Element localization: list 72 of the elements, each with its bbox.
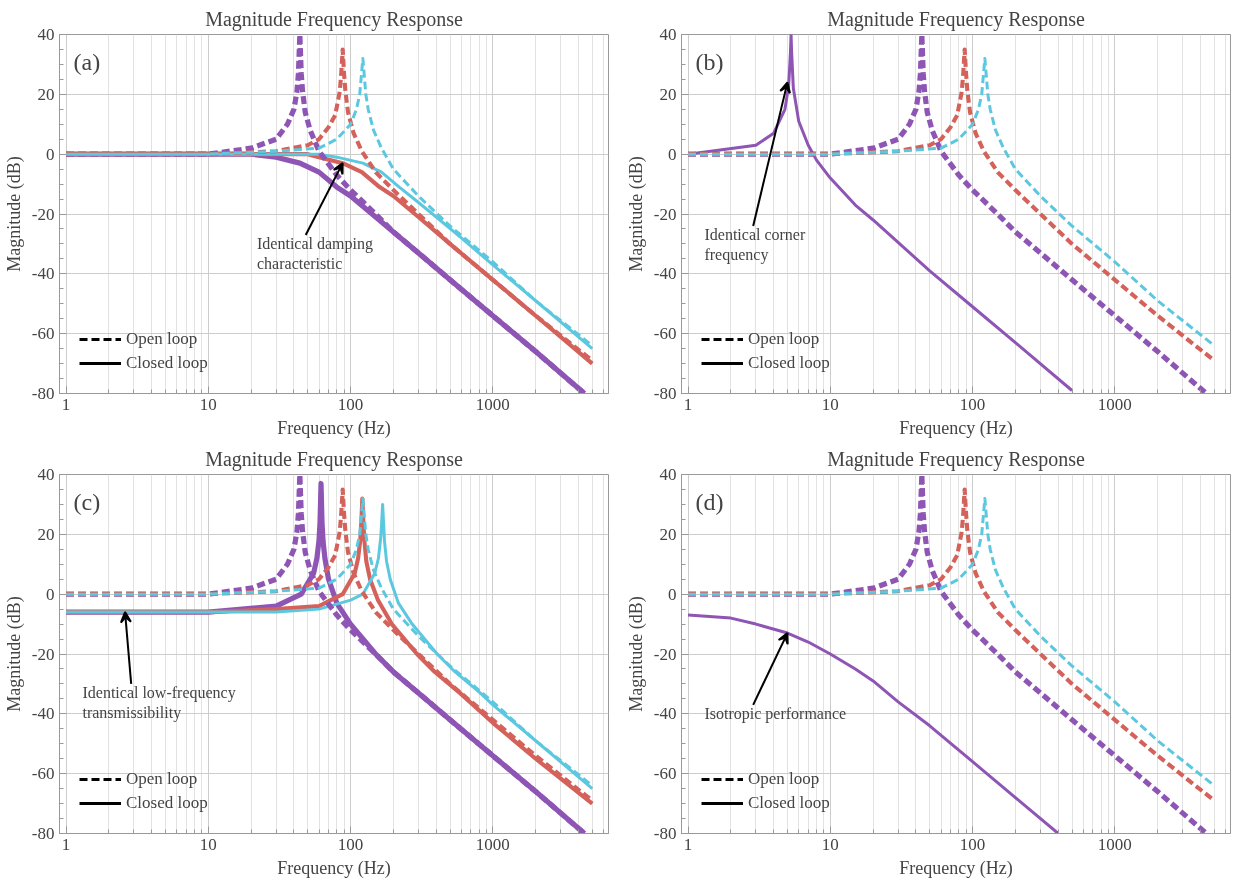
- legend-label: Closed loop: [126, 353, 208, 373]
- y-tick-label: -80: [31, 384, 55, 403]
- annotation: (a): [73, 48, 101, 75]
- y-tick-label: 20: [659, 524, 677, 544]
- annotation: Identical damping characteristic: [257, 234, 373, 273]
- y-tick-label: -40: [653, 704, 677, 724]
- annotation: (d): [695, 488, 724, 515]
- y-tick-label: 0: [668, 144, 677, 164]
- chart-title: Magnitude Frequency Response: [205, 7, 463, 31]
- x-axis-title: Frequency (Hz): [899, 417, 1013, 439]
- x-tick-label: 100: [959, 394, 986, 414]
- x-tick-label: 10: [199, 394, 217, 414]
- annotation: Identical low-frequency transmissibility: [82, 683, 236, 723]
- x-tick-label: 1: [61, 394, 71, 414]
- y-tick-label: 20: [37, 84, 55, 104]
- y-tick-label: -20: [31, 644, 55, 664]
- x-tick-label: 100: [337, 834, 364, 854]
- x-tick-label: 100: [337, 394, 364, 414]
- y-tick-label: 40: [659, 25, 677, 44]
- y-tick-label: 40: [37, 25, 55, 44]
- y-axis-title: Magnitude (dB): [625, 156, 647, 272]
- chart-title: Magnitude Frequency Response: [827, 447, 1085, 471]
- y-tick-label: 0: [46, 144, 55, 164]
- y-tick-label: -40: [31, 704, 55, 724]
- y-tick-label: -80: [653, 384, 677, 403]
- x-tick-label: 10: [199, 834, 217, 854]
- annotation: Isotropic performance: [704, 704, 847, 723]
- y-axis-title: Magnitude (dB): [3, 156, 25, 272]
- x-axis-title: Frequency (Hz): [899, 857, 1013, 879]
- annotation: Identical corner frequency: [704, 225, 806, 265]
- y-axis-title: Magnitude (dB): [3, 596, 25, 712]
- legend-label: Closed loop: [748, 353, 830, 373]
- y-tick-label: -60: [653, 324, 677, 344]
- y-tick-label: 40: [659, 465, 677, 484]
- x-tick-label: 1000: [475, 834, 510, 854]
- y-tick-label: -80: [653, 824, 677, 843]
- y-tick-label: -40: [653, 264, 677, 284]
- chart-title: Magnitude Frequency Response: [205, 447, 463, 471]
- x-tick-label: 1: [61, 834, 71, 854]
- y-tick-label: -20: [31, 204, 55, 224]
- y-tick-label: 40: [37, 465, 55, 484]
- x-tick-label: 1000: [475, 394, 510, 414]
- y-tick-label: 20: [37, 524, 55, 544]
- legend-label: Open loop: [748, 329, 820, 349]
- y-tick-label: -20: [653, 204, 677, 224]
- x-axis-title: Frequency (Hz): [277, 417, 391, 439]
- x-tick-label: 10: [821, 394, 839, 414]
- chart-title: Magnitude Frequency Response: [827, 7, 1085, 31]
- annotation: (b): [695, 48, 724, 75]
- y-tick-label: -20: [653, 644, 677, 664]
- y-tick-label: -40: [31, 264, 55, 284]
- x-tick-label: 1000: [1097, 394, 1132, 414]
- legend-label: Open loop: [748, 769, 820, 789]
- legend-label: Closed loop: [748, 793, 830, 813]
- legend-label: Closed loop: [126, 793, 208, 813]
- x-tick-label: 1000: [1097, 834, 1132, 854]
- legend-label: Open loop: [126, 329, 198, 349]
- annotation: (c): [73, 488, 101, 515]
- y-tick-label: -60: [653, 764, 677, 784]
- y-tick-label: 0: [668, 584, 677, 604]
- y-tick-label: -80: [31, 824, 55, 843]
- legend-label: Open loop: [126, 769, 198, 789]
- x-tick-label: 100: [959, 834, 986, 854]
- x-axis-title: Frequency (Hz): [277, 857, 391, 879]
- y-tick-label: -60: [31, 764, 55, 784]
- y-tick-label: -60: [31, 324, 55, 344]
- y-axis-title: Magnitude (dB): [625, 596, 647, 712]
- x-tick-label: 10: [821, 834, 839, 854]
- x-tick-label: 1: [683, 394, 693, 414]
- x-tick-label: 1: [683, 834, 693, 854]
- y-tick-label: 20: [659, 84, 677, 104]
- y-tick-label: 0: [46, 584, 55, 604]
